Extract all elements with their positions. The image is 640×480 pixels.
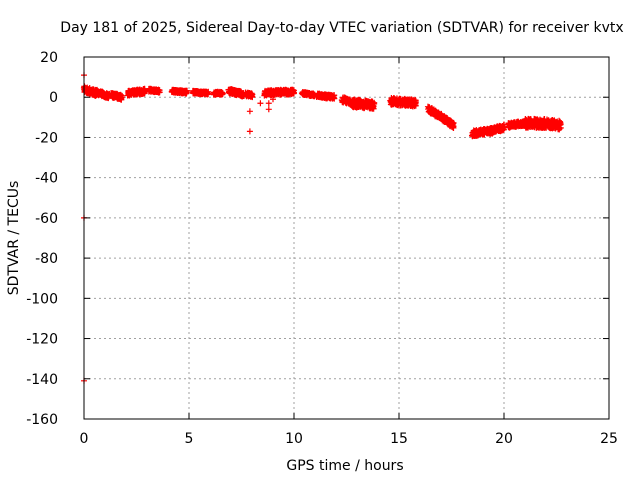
data-point — [249, 93, 256, 100]
data-point — [450, 124, 457, 131]
y-tick-label: -100 — [26, 291, 58, 307]
data-point — [331, 95, 338, 102]
data-point — [118, 94, 125, 101]
x-axis-label: GPS time / hours — [286, 458, 403, 474]
data-point — [156, 89, 163, 96]
data-point — [290, 89, 297, 96]
outlier-point — [246, 108, 253, 115]
x-tick-label: 10 — [285, 431, 303, 447]
data-point — [219, 90, 226, 97]
data-point — [557, 124, 564, 131]
data-point — [500, 121, 507, 128]
y-tick-label: -80 — [35, 251, 58, 267]
y-tick-label: 20 — [40, 50, 58, 66]
plot-frame — [83, 56, 610, 420]
x-tick-label: 0 — [80, 431, 89, 447]
data-point — [183, 89, 190, 96]
data-point — [371, 99, 378, 106]
y-tick-label: -60 — [35, 211, 58, 227]
tick-layer: 0 5 10 15 20 25 20 0 -20 -40 -60 -80 -100 -120 -140 -16… — [26, 50, 618, 447]
outlier-point — [246, 128, 253, 135]
outlier-point — [257, 100, 264, 107]
grid-layer — [84, 57, 609, 419]
x-tick-label: 15 — [390, 431, 408, 447]
outlier-point — [265, 100, 272, 107]
data-layer — [80, 72, 564, 384]
data-point — [205, 90, 212, 97]
data-point — [412, 97, 419, 104]
y-tick-label: -20 — [35, 130, 58, 146]
outlier-point — [265, 106, 272, 113]
y-tick-label: -120 — [26, 332, 58, 348]
data-point — [556, 125, 563, 132]
data-point — [450, 119, 457, 126]
y-tick-label: 0 — [49, 90, 58, 106]
outlier-point — [270, 96, 276, 103]
y-tick-label: -140 — [26, 372, 58, 388]
data-point — [370, 103, 377, 110]
chart-title: Day 181 of 2025, Sidereal Day-to-day VTE… — [60, 20, 623, 36]
x-tick-label: 5 — [185, 431, 194, 447]
y-tick-label: -40 — [35, 171, 58, 187]
x-tick-label: 20 — [495, 431, 513, 447]
x-tick-label: 25 — [600, 431, 618, 447]
y-axis-label: SDTVAR / TECUs — [6, 181, 22, 296]
y-tick-label: -160 — [26, 412, 58, 428]
